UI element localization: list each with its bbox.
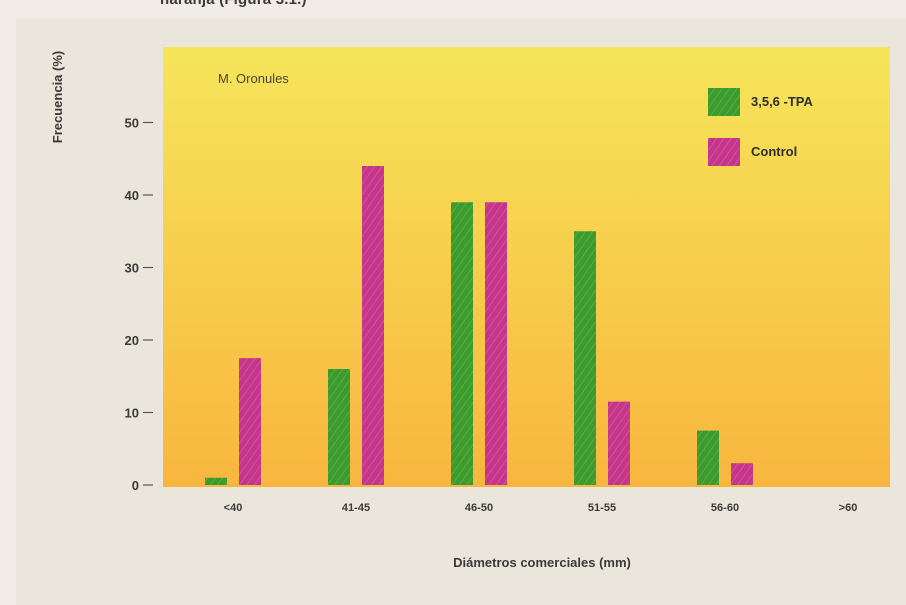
bar-tpa [205,477,227,485]
bar-tpa [697,430,719,485]
x-tick-label: >60 [839,502,858,514]
y-axis: 0 10 20 30 40 50 [125,116,153,493]
x-axis: <40 41-45 46-50 51-55 56-60 >60 [224,502,858,514]
legend-swatch [708,138,740,166]
x-axis-label: Diámetros comerciales (mm) [453,555,631,570]
bar-control [239,358,261,485]
bar-control [362,166,384,485]
bar-control [485,202,507,485]
y-tick-label: 50 [125,116,139,131]
legend-swatch [708,88,740,116]
bar-control [608,401,630,485]
bars-group [205,166,753,485]
bar-tpa [574,231,596,485]
x-tick-label: <40 [224,502,243,514]
legend-label: 3,5,6 -TPA [751,94,814,109]
y-tick-label: 10 [125,406,139,421]
figure-caption: naranja (Figura 3.1.) [160,0,307,8]
bar-control [731,463,753,485]
x-tick-label: 51-55 [588,502,616,514]
plot-area [163,47,890,487]
y-tick-label: 30 [125,261,139,276]
bar-tpa [328,369,350,485]
legend-label: Control [751,144,797,159]
y-tick-label: 40 [125,188,139,203]
x-tick-label: 41-45 [342,502,370,514]
x-tick-label: 46-50 [465,502,493,514]
y-tick-label: 20 [125,333,139,348]
x-tick-label: 56-60 [711,502,739,514]
bar-tpa [451,202,473,485]
y-tick-label: 0 [132,478,139,493]
y-axis-label: Frecuencia (%) [50,51,65,143]
legend: 3,5,6 -TPA Control [708,88,814,166]
chart-annotation: M. Oronules [218,71,289,86]
